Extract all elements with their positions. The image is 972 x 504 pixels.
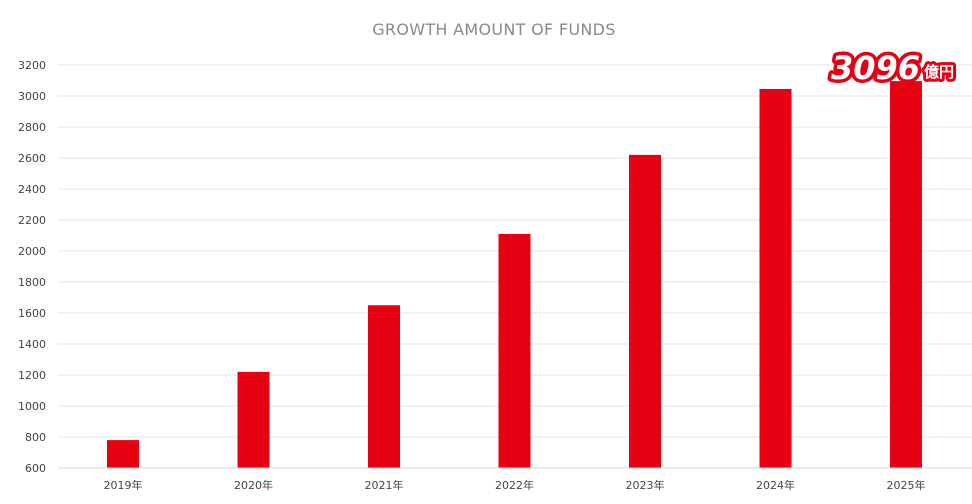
- y-axis-ticks: 600 800 1000 1200 1400 1600 1800 2000 2200 2400 26…: [18, 59, 46, 475]
- x-tick-label: 2022年: [495, 478, 534, 492]
- bar: [890, 81, 922, 469]
- x-tick-label: 2019年: [104, 478, 143, 492]
- y-tick-label: 2800: [18, 121, 46, 134]
- callout-unit: 億円: [924, 63, 954, 81]
- x-tick-label: 2020年: [234, 478, 273, 492]
- bar: [629, 154, 661, 468]
- y-tick-label: 1200: [18, 369, 46, 382]
- bars: [107, 81, 922, 469]
- bar: [237, 371, 270, 468]
- bar: [498, 233, 531, 468]
- y-tick-label: 3200: [18, 59, 46, 72]
- x-tick-label: 2021年: [365, 478, 404, 492]
- y-tick-label: 1800: [18, 276, 46, 289]
- y-tick-label: 600: [25, 462, 46, 475]
- value-callout: 3096 億円: [827, 46, 957, 91]
- y-tick-label: 1600: [18, 307, 46, 320]
- y-tick-label: 1000: [18, 400, 46, 413]
- bar: [107, 440, 139, 468]
- y-tick-label: 800: [25, 431, 46, 444]
- x-tick-label: 2024年: [756, 478, 795, 492]
- chart-title: GROWTH AMOUNT OF FUNDS: [372, 20, 616, 39]
- y-tick-label: 2200: [18, 214, 46, 227]
- y-tick-label: 3000: [18, 90, 46, 103]
- callout-value: 3096: [831, 49, 920, 87]
- x-axis-ticks: 2019年 2020年 2021年 2022年 2023年 2024年 2025年: [104, 478, 926, 492]
- x-tick-label: 2023年: [626, 478, 665, 492]
- y-tick-label: 2600: [18, 152, 46, 165]
- x-tick-label: 2025年: [887, 478, 926, 492]
- y-tick-label: 1400: [18, 338, 46, 351]
- y-tick-label: 2400: [18, 183, 46, 196]
- y-tick-label: 2000: [18, 245, 46, 258]
- bar: [368, 305, 400, 468]
- bar: [759, 89, 792, 469]
